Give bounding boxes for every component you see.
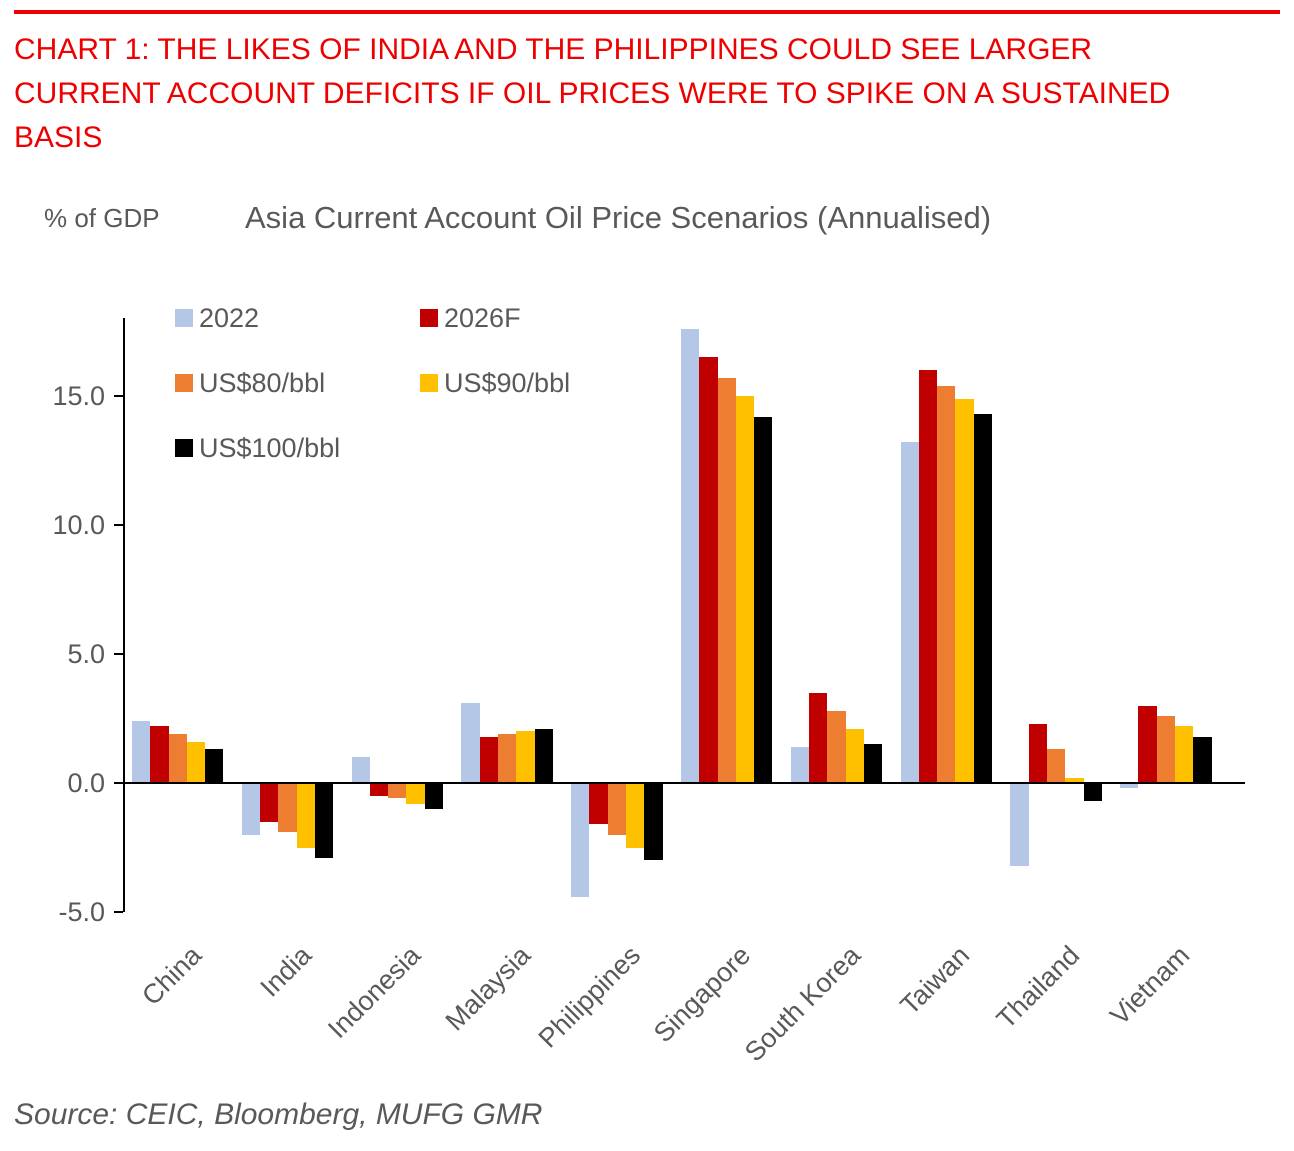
bar-us90bbl-southkorea (845, 728, 864, 783)
bar-us80bbl-taiwan (937, 385, 956, 783)
bar-2026f-philippines (589, 783, 608, 825)
y-tick-10 (114, 524, 123, 526)
bar-us90bbl-china (186, 741, 206, 783)
source-note: Source: CEIC, Bloomberg, MUFG GMR (14, 1098, 543, 1131)
y-tick-label-0: 0.0 (67, 768, 105, 798)
bar-2026f-singapore (699, 357, 718, 783)
legend-swatch-us80bbl (175, 374, 193, 392)
bar-group-malaysia (461, 318, 553, 912)
bar-us100bbl-taiwan (973, 414, 993, 783)
legend-label-us80bbl: US$80/bbl (199, 368, 326, 398)
bar-us80bbl-india (278, 783, 297, 833)
bar-2026f-indonesia (369, 783, 389, 796)
legend-label-2022: 2022 (199, 303, 260, 333)
bar-us90bbl-malaysia (516, 731, 535, 783)
bar-2026f-southkorea (809, 692, 828, 783)
bar-2022-philippines (571, 783, 590, 897)
bar-2022-india (241, 783, 261, 835)
bar-group-india (241, 318, 334, 912)
legend-label-2026f: 2026F (444, 303, 521, 333)
bar-us100bbl-indonesia (424, 783, 444, 809)
bar-2022-southkorea (790, 746, 810, 783)
bar-us80bbl-indonesia (388, 783, 407, 799)
bar-us100bbl-malaysia (534, 728, 553, 783)
bar-us80bbl-thailand (1046, 749, 1066, 783)
bar-group-thailand (1010, 318, 1102, 912)
x-axis-line (123, 782, 1245, 784)
bar-group-philippines (571, 318, 663, 912)
y-tick-5 (114, 653, 123, 655)
legend-swatch-2022 (175, 309, 193, 327)
page-title: CHART 1: THE LIKES OF INDIA AND THE PHIL… (14, 33, 1171, 154)
bar-us80bbl-china (168, 733, 187, 783)
bar-group-china (132, 318, 224, 912)
bar-2022-thailand (1010, 783, 1029, 866)
y-tick--5 (114, 911, 123, 913)
bar-2026f-thailand (1028, 723, 1047, 783)
y-tick-label-10: 10.0 (52, 510, 105, 540)
legend-swatch-us100bbl (175, 439, 193, 457)
bar-us100bbl-philippines (644, 783, 663, 861)
bar-2026f-taiwan (918, 370, 938, 783)
y-tick-label--5: -5.0 (58, 897, 105, 927)
bar-us80bbl-southkorea (827, 710, 846, 783)
y-tick-0 (114, 782, 123, 784)
bar-2022-china (132, 721, 151, 783)
bar-2022-taiwan (900, 442, 919, 783)
bar-group-indonesia (351, 318, 444, 912)
bar-us90bbl-singapore (735, 396, 755, 783)
bar-2026f-india (260, 783, 279, 822)
bar-2022-singapore (681, 328, 700, 783)
legend-swatch-2026f (420, 309, 438, 327)
bar-us100bbl-india (314, 783, 334, 858)
bar-2022-vietnam (1120, 783, 1139, 789)
bar-2022-indonesia (351, 757, 370, 783)
bar-us80bbl-philippines (607, 783, 627, 835)
bar-us100bbl-china (205, 749, 224, 783)
chart-title: Asia Current Account Oil Price Scenarios… (245, 200, 992, 235)
bar-us90bbl-philippines (626, 783, 645, 848)
bar-us80bbl-vietnam (1156, 715, 1176, 783)
legend-label-us90bbl: US$90/bbl (444, 368, 571, 398)
bar-group-taiwan (900, 318, 993, 912)
bar-2022-malaysia (461, 703, 480, 783)
header-rule (14, 10, 1280, 14)
bar-us80bbl-malaysia (497, 733, 517, 783)
bar-us90bbl-vietnam (1175, 726, 1194, 783)
y-tick-15 (114, 395, 123, 397)
legend-label-us100bbl: US$100/bbl (199, 433, 341, 463)
y-tick-label-15: 15.0 (52, 381, 105, 411)
bar-us80bbl-singapore (717, 377, 736, 783)
bar-group-vietnam (1120, 318, 1212, 912)
y-axis-title: % of GDP (44, 203, 160, 233)
bar-us100bbl-southkorea (863, 744, 883, 783)
y-tick-label-5: 5.0 (67, 639, 105, 669)
bar-2026f-malaysia (479, 736, 498, 783)
y-axis-line (123, 318, 125, 912)
bar-us90bbl-indonesia (406, 783, 425, 804)
bar-us90bbl-thailand (1065, 777, 1084, 783)
bar-group-southkorea (790, 318, 883, 912)
bar-us100bbl-vietnam (1193, 736, 1212, 783)
legend-swatch-us90bbl (420, 374, 438, 392)
bar-us100bbl-thailand (1083, 783, 1102, 802)
bar-us90bbl-india (296, 783, 315, 848)
bar-2026f-china (150, 726, 169, 783)
bar-group-singapore (681, 318, 773, 912)
bar-us90bbl-taiwan (955, 398, 974, 783)
bar-us100bbl-singapore (754, 416, 773, 783)
bar-2026f-vietnam (1138, 705, 1157, 783)
